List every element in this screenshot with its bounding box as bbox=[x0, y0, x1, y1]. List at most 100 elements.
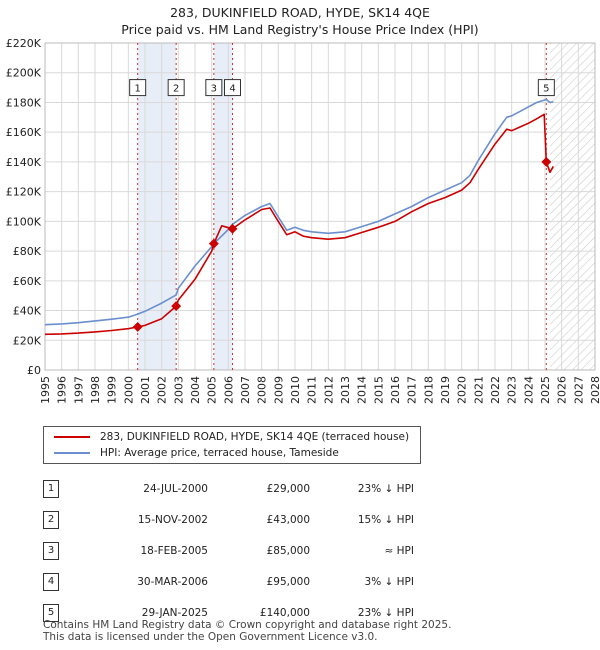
y-tick-label: £120K bbox=[6, 186, 42, 199]
transaction-hpi: 15% ↓ HPI bbox=[357, 513, 414, 526]
transaction-price: £140,000 bbox=[259, 606, 310, 619]
x-tick-label: 1999 bbox=[106, 376, 119, 404]
chart-title: 283, DUKINFIELD ROAD, HYDE, SK14 4QE bbox=[170, 5, 430, 20]
transaction-date: 15-NOV-2002 bbox=[137, 513, 208, 526]
transaction-date: 24-JUL-2000 bbox=[143, 482, 208, 495]
transaction-price: £29,000 bbox=[266, 482, 310, 495]
x-tick-label: 2018 bbox=[422, 376, 435, 404]
y-tick-label: £80K bbox=[13, 245, 42, 258]
transaction-hpi: 23% ↓ HPI bbox=[357, 482, 414, 495]
y-tick-label: £60K bbox=[13, 275, 42, 288]
table-row: 4 30-MAR-2006 £95,000 3% ↓ HPI bbox=[43, 566, 414, 597]
sale-label-box: 3 bbox=[205, 79, 223, 97]
x-tick-label: 2016 bbox=[389, 376, 402, 404]
sale-point bbox=[227, 223, 238, 234]
transaction-hpi: 3% ↓ HPI bbox=[364, 575, 414, 588]
sale-point bbox=[171, 301, 182, 312]
y-tick-label: £40K bbox=[13, 305, 42, 318]
transaction-hpi: 23% ↓ HPI bbox=[357, 606, 414, 619]
x-tick-label: 2011 bbox=[306, 376, 319, 404]
y-tick-label: £140K bbox=[6, 156, 42, 169]
footer-copyright: Contains HM Land Registry data © Crown c… bbox=[43, 619, 452, 631]
y-tick-label: £220K bbox=[6, 37, 42, 50]
x-tick-label: 2005 bbox=[206, 376, 219, 404]
sale-label-box: 4 bbox=[224, 79, 241, 97]
x-tick-label: 2002 bbox=[156, 376, 169, 404]
transaction-price: £43,000 bbox=[266, 513, 310, 526]
x-tick-label: 2022 bbox=[489, 376, 502, 404]
footer: Contains HM Land Registry data © Crown c… bbox=[43, 619, 451, 643]
x-tick-label: 1997 bbox=[72, 376, 85, 404]
transaction-number: 4 bbox=[43, 572, 59, 591]
x-tick-label: 2026 bbox=[556, 376, 569, 404]
x-tick-label: 2025 bbox=[539, 376, 552, 404]
y-tick-label: £20K bbox=[13, 334, 42, 347]
transaction-number: 5 bbox=[43, 603, 59, 622]
sale-label-frame bbox=[537, 79, 555, 97]
legend-item-hpi: HPI: Average price, terraced house, Tame… bbox=[54, 445, 339, 461]
y-tick-label: £100K bbox=[6, 215, 42, 228]
sale-label-frame bbox=[224, 79, 241, 97]
legend-swatch-hpi bbox=[54, 452, 90, 454]
table-row: 2 15-NOV-2002 £43,000 15% ↓ HPI bbox=[43, 504, 414, 535]
sale-label-frame bbox=[205, 79, 223, 97]
legend-label-hpi: HPI: Average price, terraced house, Tame… bbox=[100, 447, 339, 459]
transaction-date: 18-FEB-2005 bbox=[140, 544, 208, 557]
transaction-hpi: ≈ HPI bbox=[384, 544, 414, 557]
legend: 283, DUKINFIELD ROAD, HYDE, SK14 4QE (te… bbox=[43, 426, 421, 464]
x-tick-label: 2007 bbox=[239, 376, 252, 404]
x-tick-label: 2003 bbox=[172, 376, 185, 404]
x-tick-label: 2014 bbox=[356, 376, 369, 404]
x-tick-label: 2010 bbox=[289, 376, 302, 404]
transaction-number: 2 bbox=[43, 510, 59, 529]
sale-point bbox=[541, 156, 552, 167]
table-row: 5 29-JAN-2025 £140,000 23% ↓ HPI bbox=[43, 597, 414, 628]
y-tick-label: £0 bbox=[27, 364, 41, 377]
sale-label-number: 5 bbox=[543, 84, 549, 95]
transaction-date: 29-JAN-2025 bbox=[141, 606, 208, 619]
x-tick-label: 1995 bbox=[39, 376, 52, 404]
footer-licence: This data is licensed under the Open Gov… bbox=[43, 631, 378, 643]
x-tick-label: 2006 bbox=[222, 376, 235, 404]
legend-item-property: 283, DUKINFIELD ROAD, HYDE, SK14 4QE (te… bbox=[54, 429, 409, 445]
x-tick-label: 2013 bbox=[339, 376, 352, 404]
hpi-line bbox=[44, 98, 554, 326]
x-tick-label: 2000 bbox=[122, 376, 135, 404]
property-price-line bbox=[44, 113, 554, 336]
sale-label-box: 5 bbox=[537, 79, 555, 97]
x-tick-label: 2009 bbox=[272, 376, 285, 404]
plot-area bbox=[45, 43, 595, 370]
sale-label-number: 2 bbox=[173, 84, 179, 95]
transaction-date: 30-MAR-2006 bbox=[137, 575, 208, 588]
x-tick-label: 2004 bbox=[189, 376, 202, 404]
sale-point bbox=[208, 238, 219, 249]
x-tick-label: 1998 bbox=[89, 376, 102, 404]
x-tick-label: 2017 bbox=[406, 376, 419, 404]
forecast-hatch bbox=[550, 43, 595, 370]
chart-subtitle: Price paid vs. HM Land Registry's House … bbox=[121, 22, 478, 37]
price-chart: 283, DUKINFIELD ROAD, HYDE, SK14 4QE Pri… bbox=[6, 5, 600, 404]
x-tick-label: 2019 bbox=[439, 376, 452, 404]
transaction-number: 3 bbox=[43, 541, 59, 560]
sale-label-number: 4 bbox=[229, 84, 235, 95]
plot-border bbox=[44, 42, 596, 371]
x-tick-label: 1996 bbox=[56, 376, 69, 404]
y-tick-label: £160K bbox=[6, 126, 42, 139]
table-row: 1 24-JUL-2000 £29,000 23% ↓ HPI bbox=[43, 473, 414, 504]
x-tick-label: 2021 bbox=[472, 376, 485, 404]
transactions-table: 1 24-JUL-2000 £29,000 23% ↓ HPI 2 15-NOV… bbox=[43, 473, 414, 628]
x-tick-label: 2001 bbox=[139, 376, 152, 404]
sale-label-number: 1 bbox=[134, 84, 140, 95]
x-tick-label: 2008 bbox=[256, 376, 269, 404]
sale-point bbox=[132, 321, 143, 332]
table-row: 3 18-FEB-2005 £85,000 ≈ HPI bbox=[43, 535, 414, 566]
sale-label-box: 2 bbox=[167, 79, 185, 97]
shaded-span bbox=[137, 43, 177, 370]
x-tick-label: 2012 bbox=[322, 376, 335, 404]
x-tick-label: 2028 bbox=[589, 376, 600, 404]
transaction-price: £95,000 bbox=[266, 575, 310, 588]
transaction-number: 1 bbox=[43, 479, 59, 498]
sale-label-frame bbox=[167, 79, 185, 97]
x-tick-label: 2024 bbox=[522, 376, 535, 404]
